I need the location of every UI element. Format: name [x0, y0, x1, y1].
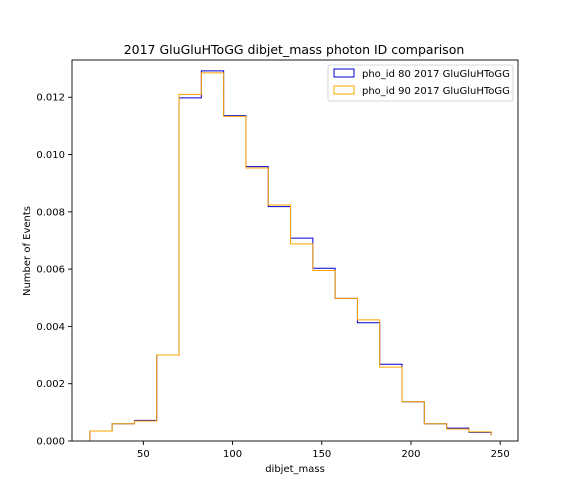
legend-label-pho-id-80: pho_id 80 2017 GluGluHToGG — [362, 69, 510, 80]
plot-frame — [71, 59, 519, 442]
y-axis-label: Number of Events — [22, 206, 33, 296]
histogram-series-0 — [89, 70, 492, 441]
legend-frame — [327, 64, 514, 102]
x-tick-label: 150 — [312, 449, 331, 460]
x-axis-label: dibjet_mass — [265, 464, 325, 475]
y-tick-label: 0.008 — [36, 207, 65, 218]
y-tick-label: 0.000 — [36, 437, 65, 448]
histogram-series-1 — [89, 72, 492, 441]
legend: pho_id 80 2017 GluGluHToGG pho_id 90 201… — [327, 64, 514, 102]
chart-title: 2017 GluGluHToGG dibjet_mass photon ID c… — [124, 42, 465, 57]
legend-swatch-pho-id-90 — [333, 85, 355, 95]
legend-swatch-pho-id-80 — [333, 68, 355, 78]
x-tick-label: 100 — [223, 449, 242, 460]
y-tick-label: 0.012 — [36, 93, 65, 104]
plot-area — [89, 70, 492, 441]
y-tick-label: 0.010 — [36, 150, 65, 161]
x-tick-label: 50 — [137, 449, 150, 460]
legend-label-pho-id-90: pho_id 90 2017 GluGluHToGG — [362, 86, 510, 97]
y-tick-label: 0.004 — [36, 322, 65, 333]
y-axis: 0.000 0.002 0.004 0.006 0.008 0.010 0.012 — [36, 93, 72, 448]
x-tick-label: 250 — [491, 449, 510, 460]
x-axis: 50 100 150 200 250 — [137, 441, 510, 460]
y-tick-label: 0.002 — [36, 379, 65, 390]
y-tick-label: 0.006 — [36, 265, 65, 276]
x-tick-label: 200 — [401, 449, 420, 460]
